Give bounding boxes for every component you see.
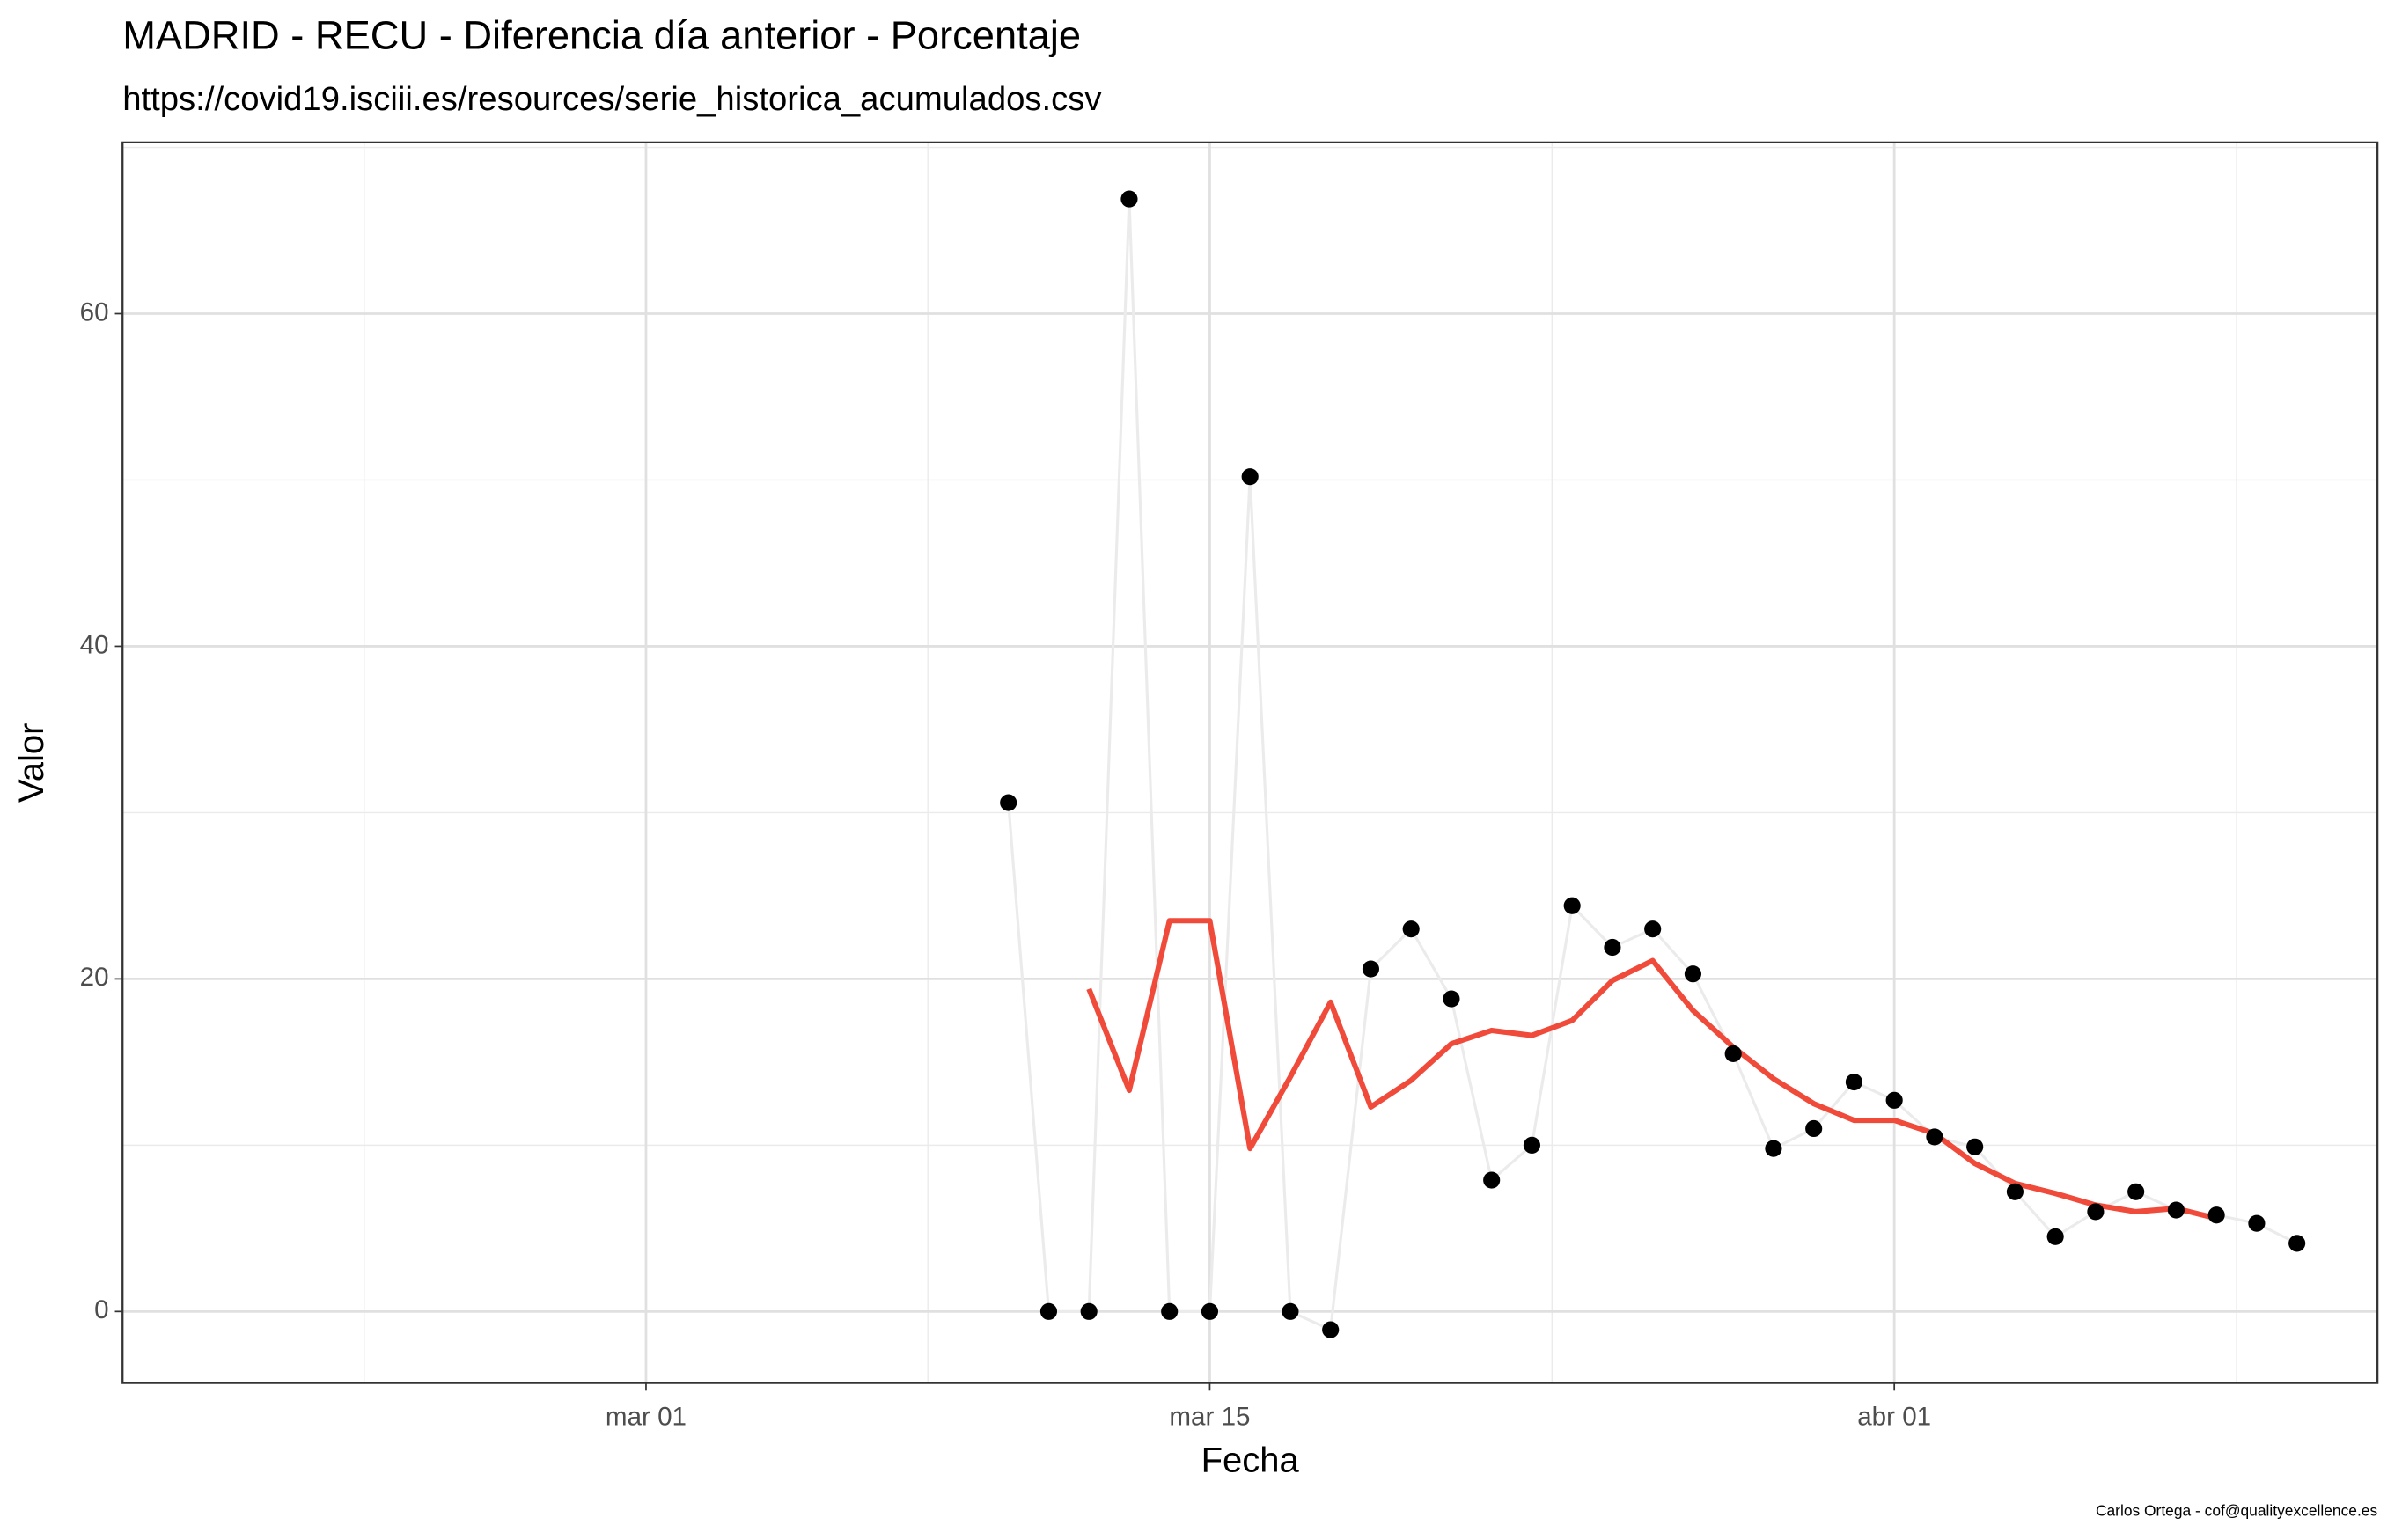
data-point	[1161, 1302, 1179, 1320]
data-point	[1523, 1136, 1541, 1154]
data-point	[2207, 1206, 2225, 1224]
data-point	[1966, 1138, 1984, 1155]
data-point	[1805, 1119, 1823, 1138]
data-point	[2006, 1183, 2024, 1200]
data-point	[1926, 1128, 1943, 1146]
data-point	[1845, 1073, 1862, 1091]
chart-subtitle: https://covid19.isciii.es/resources/seri…	[122, 80, 1101, 118]
data-point	[1684, 965, 1701, 983]
x-tick-label: abr 01	[1857, 1402, 1931, 1431]
data-point	[1724, 1045, 1742, 1063]
data-point	[1765, 1140, 1782, 1157]
data-point	[1885, 1091, 1903, 1109]
data-point	[1322, 1321, 1340, 1338]
data-point	[1644, 920, 1662, 938]
data-point	[2167, 1201, 2185, 1219]
data-point	[1120, 190, 1138, 208]
data-point	[2288, 1235, 2306, 1252]
series-line	[1007, 197, 2298, 1331]
data-point	[1443, 990, 1460, 1008]
data-point	[2127, 1183, 2145, 1200]
data-point	[1402, 920, 1420, 938]
data-point	[1000, 794, 1017, 811]
data-point	[1241, 468, 1259, 486]
plot-border	[121, 141, 2379, 1384]
data-point	[1080, 1302, 1098, 1320]
y-tick-label: 60	[80, 297, 109, 326]
data-point	[1563, 897, 1581, 914]
data-point	[1604, 938, 1621, 957]
caption: Carlos Ortega - cof@qualityexcellence.es	[2096, 1501, 2378, 1519]
data-point	[1362, 960, 1380, 978]
data-point	[1483, 1171, 1501, 1189]
y-axis-label: Valor	[12, 723, 51, 803]
data-point	[1201, 1302, 1219, 1320]
y-tick-label: 0	[94, 1295, 108, 1324]
data-point	[1039, 1302, 1058, 1320]
x-tick-label: mar 15	[1169, 1402, 1250, 1431]
data-point	[2087, 1203, 2105, 1221]
data-point	[1282, 1302, 1299, 1320]
x-tick-label: mar 01	[606, 1402, 687, 1431]
x-axis-label: Fecha	[1201, 1441, 1300, 1480]
y-tick-label: 40	[80, 630, 109, 659]
series-line	[1086, 918, 2217, 1221]
data-point	[2046, 1228, 2064, 1245]
data-point	[2248, 1214, 2266, 1232]
chart-title: MADRID - RECU - Diferencia día anterior …	[122, 12, 1081, 57]
y-tick-label: 20	[80, 963, 109, 992]
